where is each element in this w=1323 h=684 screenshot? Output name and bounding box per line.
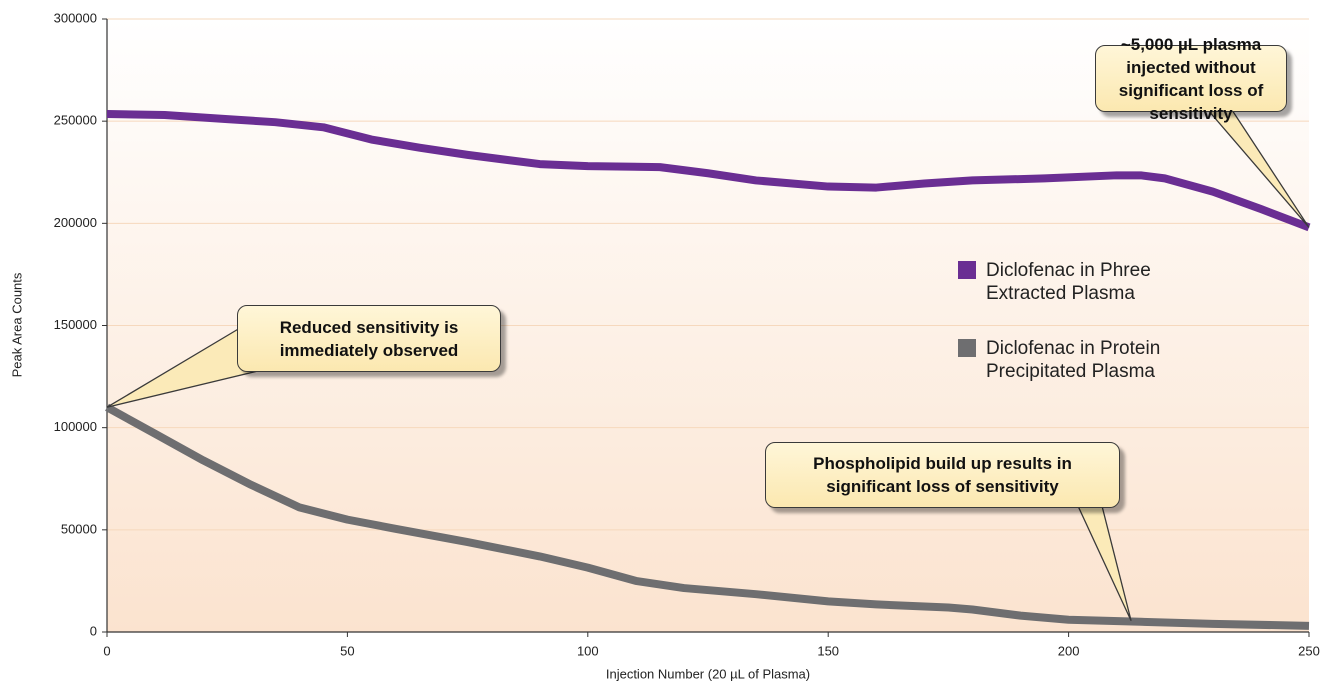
y-tick-label: 0: [90, 623, 97, 638]
callout: Reduced sensitivity is immediately obser…: [237, 305, 501, 372]
x-tick-label: 0: [103, 643, 110, 658]
legend-item: Diclofenac in Phree Extracted Plasma: [958, 259, 1216, 305]
line-series: [106, 110, 1311, 232]
y-tick-label: 200000: [54, 215, 97, 230]
y-axis-title: Peak Area Counts: [9, 272, 24, 377]
x-tick-label: 50: [340, 643, 354, 658]
line-series: [105, 403, 1310, 630]
x-tick-label: 150: [817, 643, 839, 658]
x-axis-title: Injection Number (20 µL of Plasma): [606, 666, 810, 681]
y-tick-label: 300000: [54, 10, 97, 25]
legend-label: Diclofenac in Phree Extracted Plasma: [986, 260, 1151, 304]
y-tick-label: 150000: [54, 317, 97, 332]
x-tick-label: 200: [1058, 643, 1080, 658]
y-tick-label: 100000: [54, 419, 97, 434]
x-tick-label: 100: [577, 643, 599, 658]
legend-item: Diclofenac in Protein Precipitated Plasm…: [958, 337, 1216, 383]
legend-swatch: [958, 339, 976, 357]
y-tick-label: 250000: [54, 113, 97, 128]
x-tick-label: 250: [1298, 643, 1320, 658]
y-tick-label: 50000: [61, 521, 97, 536]
legend-label: Diclofenac in Protein Precipitated Plasm…: [986, 338, 1161, 382]
callout: ~5,000 µL plasma injected without signif…: [1095, 35, 1287, 123]
callout: Phospholipid build up results in signifi…: [765, 442, 1120, 508]
legend-swatch: [958, 261, 976, 279]
